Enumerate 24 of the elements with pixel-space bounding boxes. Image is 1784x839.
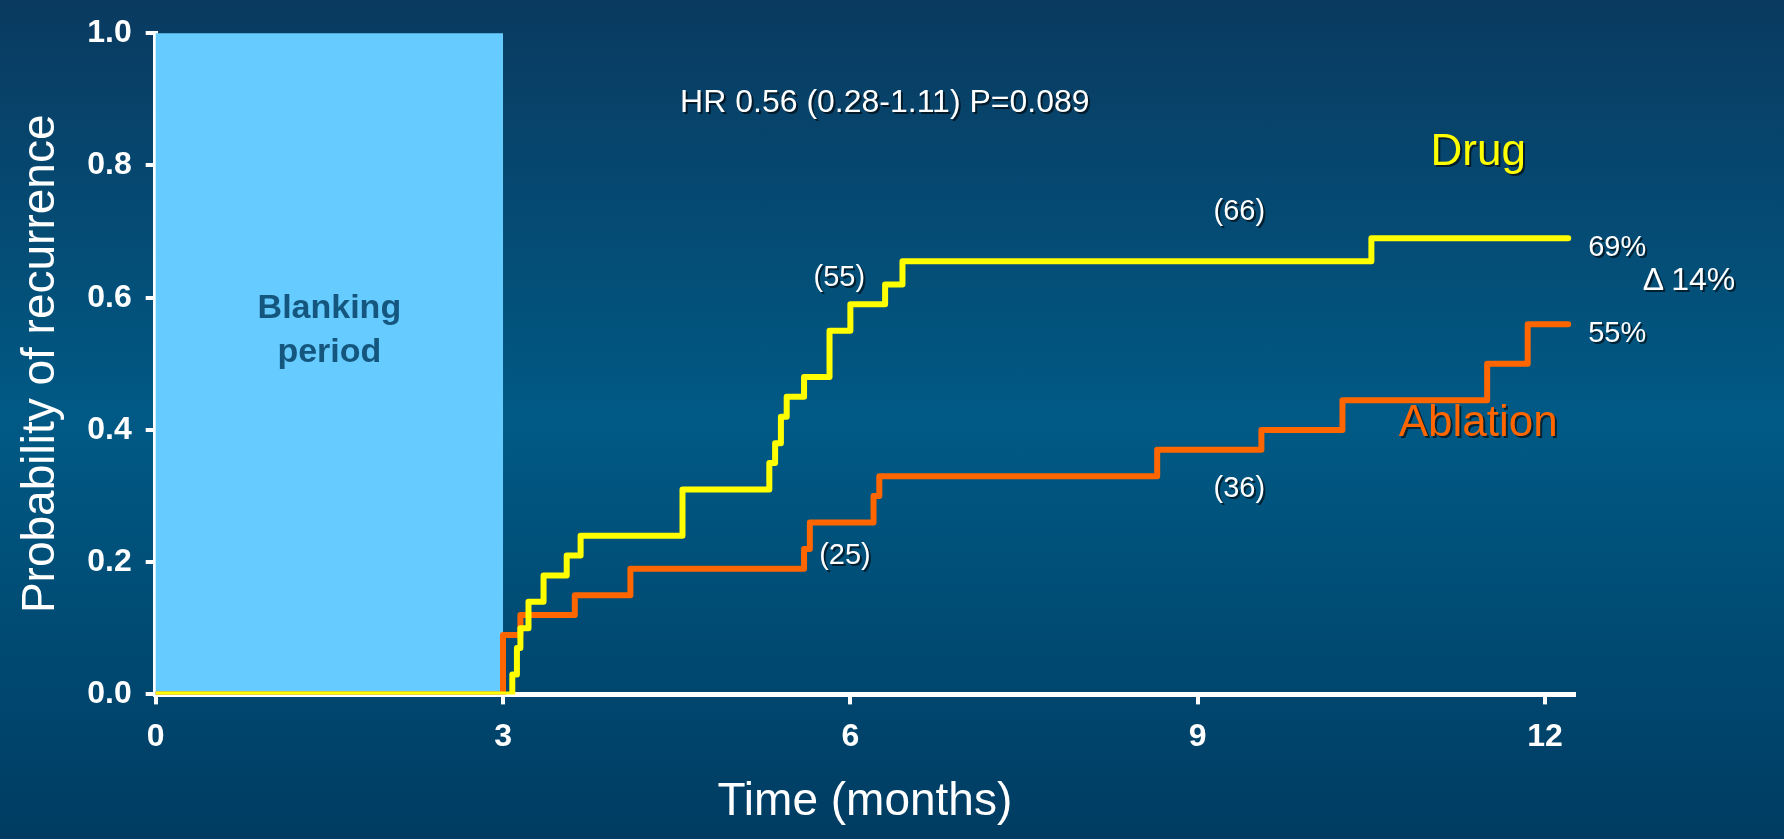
x-tick-label: 0 (146, 717, 165, 754)
y-tick-label: 0.2 (87, 541, 132, 578)
annotation: 69% (1588, 230, 1647, 263)
y-axis-title: Probability of recurrence (12, 114, 65, 614)
x-tick-label: 9 (1188, 717, 1207, 754)
series-label: Ablation (1398, 396, 1558, 446)
x-tick-label: 3 (494, 717, 512, 754)
band-label: Blanking period (257, 287, 402, 370)
annotation: 55% (1588, 316, 1647, 349)
y-tick-label: 0.8 (87, 145, 132, 182)
series-label: Drug (1430, 125, 1526, 175)
text: Δ 14% (1642, 260, 1736, 297)
annotation: (36) (1213, 471, 1266, 504)
y-tick-label: 0.6 (87, 277, 132, 314)
annotation: HR 0.56 (0.28-1.11) P=0.089 (680, 83, 1090, 120)
x-tick-label: 12 (1527, 717, 1563, 754)
x-tick-label: 6 (841, 717, 860, 754)
y-tick-label: 0.4 (87, 409, 132, 446)
annotation: (66) (1213, 193, 1266, 226)
annotation: (55) (813, 259, 866, 292)
y-tick-label: 1.0 (87, 13, 132, 50)
annotation: (25) (819, 537, 871, 570)
x-axis-title: Time (months) (717, 773, 1013, 826)
y-tick-label: 0.0 (87, 674, 132, 711)
